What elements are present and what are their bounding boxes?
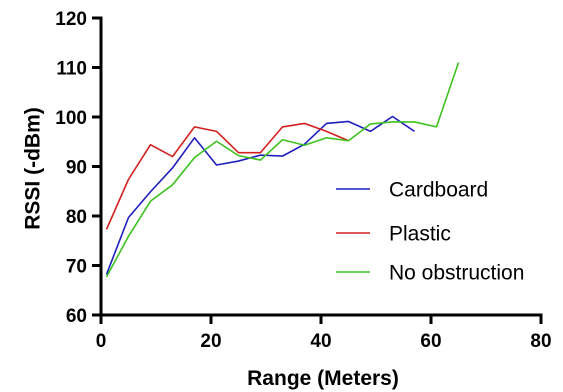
legend-label: Cardboard — [389, 179, 488, 202]
series-line-cardboard — [105, 115, 415, 275]
y-tick-label: 80 — [66, 207, 87, 228]
x-tick-label: 0 — [96, 331, 107, 352]
y-tick-label: 70 — [66, 257, 87, 278]
x-tick-label: 40 — [310, 331, 331, 352]
legend-label: Plastic — [389, 223, 451, 246]
y-tick-label: 90 — [66, 158, 87, 179]
ticks-layer: 60 70 80 90 100 110 120 0 20 40 60 80 — [55, 9, 551, 352]
legend-label: No obstruction — [389, 262, 524, 285]
y-tick-label: 60 — [66, 306, 87, 327]
y-tick-label: 110 — [56, 59, 87, 80]
y-axis-title: RSSI (-dBm) — [21, 107, 44, 230]
x-tick-label: 60 — [420, 331, 441, 352]
x-axis-title: Range (Meters) — [247, 367, 399, 390]
series-layer — [105, 62, 460, 278]
y-tick-label: 120 — [55, 9, 87, 30]
legend: Cardboard Plastic No obstruction — [336, 179, 524, 285]
series-line-plastic — [105, 122, 349, 230]
series-line-no-obstruction — [105, 62, 460, 278]
x-tick-label: 80 — [530, 331, 551, 352]
x-tick-label: 20 — [200, 331, 221, 352]
y-tick-label: 100 — [55, 108, 87, 129]
